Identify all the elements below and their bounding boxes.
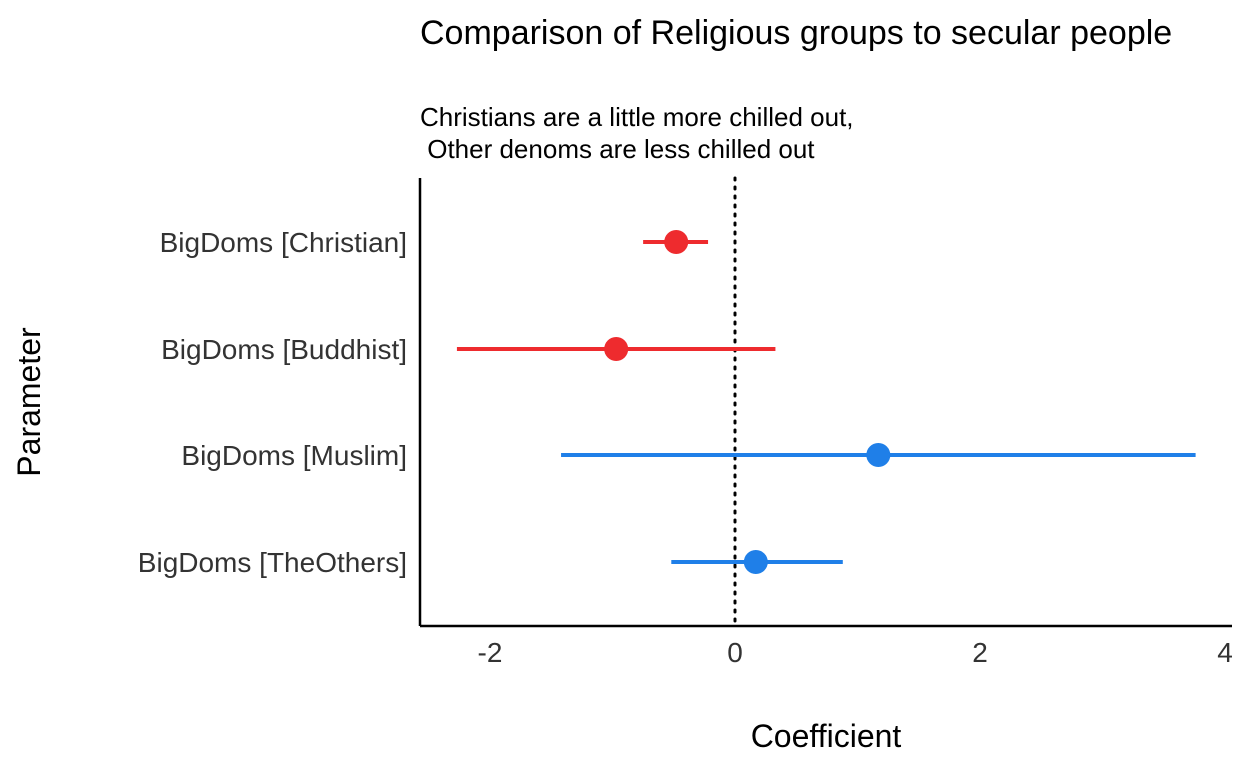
estimate-point-bigdoms-muslim [866,443,891,467]
y-tick-label-bigdoms-muslim: BigDoms [Muslim] [181,440,407,471]
chart-title: Comparison of Religious groups to secula… [420,14,1172,52]
y-tick-label-bigdoms-christian: BigDoms [Christian] [160,227,407,258]
y-tick-label-bigdoms-theothers: BigDoms [TheOthers] [138,547,407,578]
x-tick-label: 2 [972,637,988,668]
x-tick-labels: -2 0 2 4 [478,637,1233,668]
estimate-point-bigdoms-theothers [743,550,768,574]
y-tick-labels: BigDoms [Christian] BigDoms [Buddhist] Big… [138,227,407,578]
estimate-point-bigdoms-christian [664,230,689,254]
x-tick-label: -2 [478,637,503,668]
chart-subtitle-line-2: Other denoms are less chilled out [420,134,815,164]
x-tick-label: 4 [1217,637,1233,668]
plot-area [456,176,1196,628]
estimate-point-bigdoms-buddhist [604,337,629,361]
chart-subtitle-line-1: Christians are a little more chilled out… [420,102,854,132]
x-tick-label: 0 [727,637,743,668]
y-axis-title: Parameter [11,327,47,477]
x-axis-title: Coefficient [751,718,902,754]
y-tick-label-bigdoms-buddhist: BigDoms [Buddhist] [161,334,407,365]
